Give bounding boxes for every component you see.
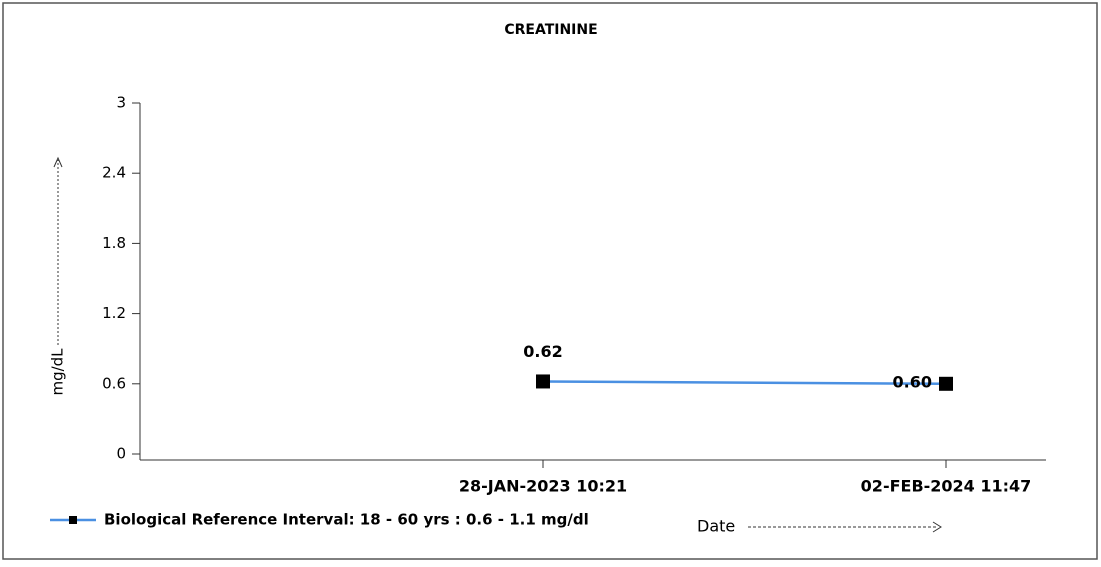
x-tick-label: 02-FEB-2024 11:47 xyxy=(861,477,1032,496)
x-axis-label: Date xyxy=(697,517,735,536)
y-axis-label: mg/dL xyxy=(49,348,67,396)
series-line xyxy=(542,380,947,386)
data-point xyxy=(536,374,550,389)
y-tick-label: 0.6 xyxy=(102,374,126,392)
data-label: 0.60 xyxy=(893,372,932,391)
chart-border xyxy=(2,2,1098,560)
y-tick-label: 1.8 xyxy=(102,234,126,252)
data-label: 0.62 xyxy=(523,342,562,361)
data-point xyxy=(939,376,953,391)
y-tick-label: 0 xyxy=(116,445,126,463)
legend-label: Biological Reference Interval: 18 - 60 y… xyxy=(104,511,589,529)
y-tick-label: 1.2 xyxy=(102,304,126,322)
x-label-arrowhead xyxy=(932,521,942,533)
y-tick-label: 3 xyxy=(116,94,126,112)
y-label-arrowhead xyxy=(53,156,63,168)
legend-marker xyxy=(69,516,77,524)
chart-title: CREATININE xyxy=(504,22,597,38)
y-tick-label: 2.4 xyxy=(102,164,126,182)
x-tick-label: 28-JAN-2023 10:21 xyxy=(459,477,627,496)
